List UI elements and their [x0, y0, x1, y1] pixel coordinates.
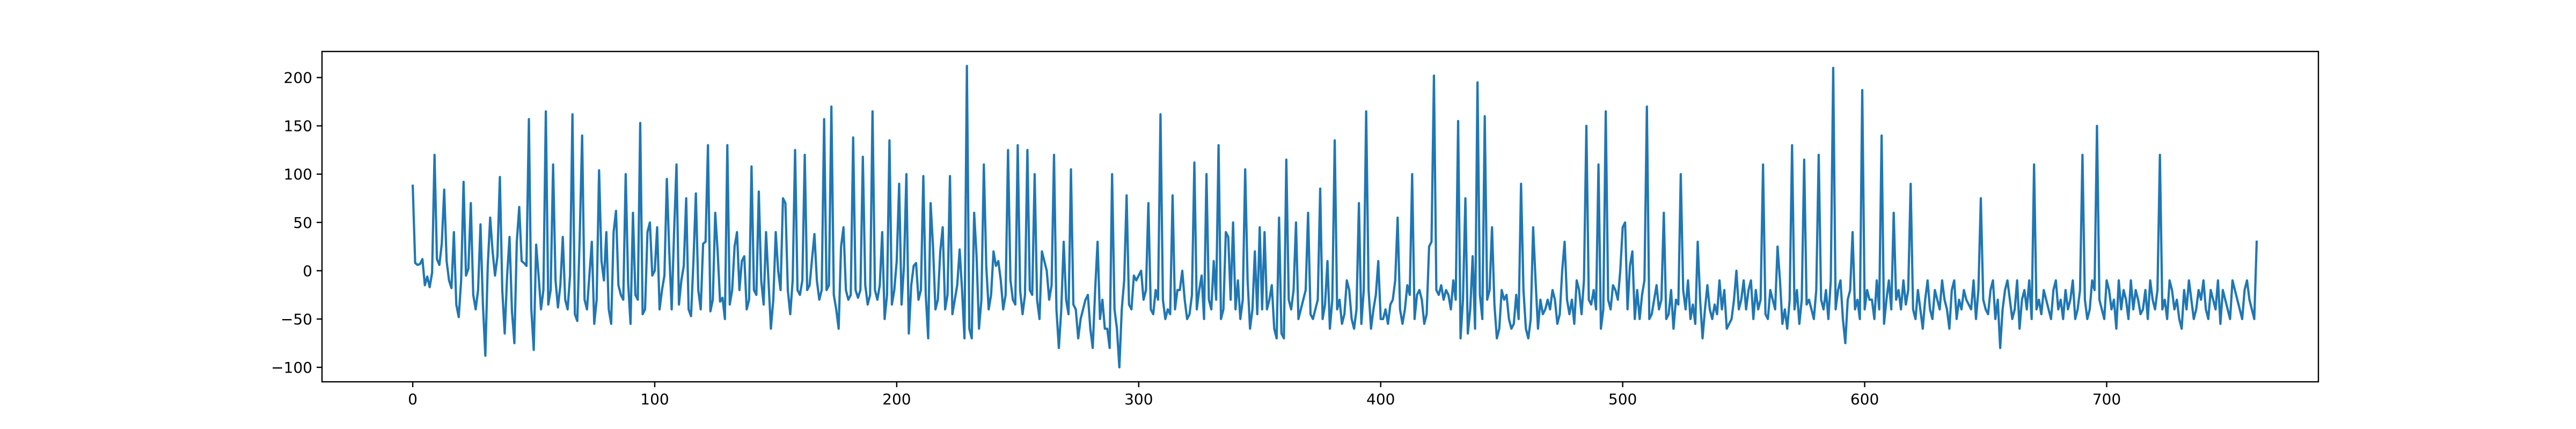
x-tick-label: 200 [882, 390, 911, 408]
x-tick-label: 0 [408, 390, 418, 408]
data-series-line [411, 64, 2258, 369]
x-tick-label: 600 [1850, 390, 1879, 408]
y-tick-label: −50 [281, 310, 312, 328]
y-axis: −100 −50 0 50 100 150 200 [271, 69, 322, 376]
x-tick-label: 300 [1124, 390, 1153, 408]
x-tick-label: 400 [1366, 390, 1395, 408]
axes-frame [321, 50, 2319, 383]
plot-area [321, 50, 2319, 383]
x-axis: 0 100 200 300 400 500 600 700 [408, 382, 2121, 408]
y-tick-label: 200 [284, 69, 312, 87]
y-tick-label: 100 [284, 166, 312, 183]
x-tick-label: 100 [640, 390, 669, 408]
y-tick-label: 50 [293, 214, 312, 232]
x-tick-label: 700 [2092, 390, 2121, 408]
x-tick-label: 500 [1608, 390, 1637, 408]
y-tick-label: 150 [284, 117, 312, 135]
y-tick-label: −100 [271, 359, 312, 376]
y-tick-label: 0 [303, 262, 312, 280]
